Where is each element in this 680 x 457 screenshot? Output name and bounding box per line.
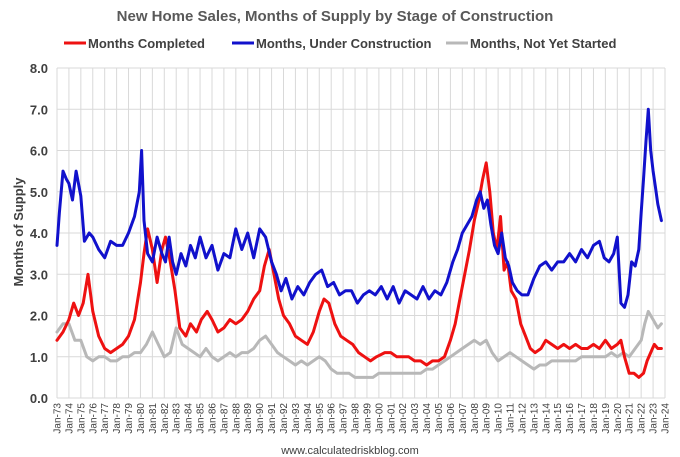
x-tick-label: Jan-21 xyxy=(625,403,636,434)
y-axis-label: Months of Supply xyxy=(11,177,26,287)
y-tick-label: 7.0 xyxy=(30,102,48,117)
legend-item-completed: Months Completed xyxy=(64,36,205,51)
y-tick-label: 8.0 xyxy=(30,61,48,76)
y-tick-label: 1.0 xyxy=(30,350,48,365)
x-tick-label: Jan-20 xyxy=(613,403,624,434)
x-tick-label: Jan-88 xyxy=(231,403,242,434)
legend-label-under-construction: Months, Under Construction xyxy=(256,36,432,51)
x-tick-label: Jan-87 xyxy=(219,403,230,434)
x-tick-label: Jan-97 xyxy=(339,403,350,434)
series-line-completed xyxy=(55,161,663,379)
x-tick-label: Jan-86 xyxy=(207,403,218,434)
x-tick-label: Jan-75 xyxy=(76,403,87,434)
x-tick-label: Jan-14 xyxy=(541,403,552,434)
x-tick-label: Jan-02 xyxy=(398,403,409,434)
x-tick-label: Jan-81 xyxy=(148,403,159,434)
x-tick-label: Jan-96 xyxy=(327,403,338,434)
series-lines xyxy=(55,107,663,379)
x-tick-label: Jan-94 xyxy=(303,403,314,434)
x-tick-label: Jan-10 xyxy=(494,403,505,434)
y-axis-ticks: 0.0 1.0 2.0 3.0 4.0 5.0 6.0 7.0 8.0 xyxy=(30,61,48,406)
x-tick-label: Jan-18 xyxy=(589,403,600,434)
y-tick-label: 3.0 xyxy=(30,267,48,282)
x-tick-label: Jan-23 xyxy=(649,403,660,434)
source-credit: www.calculatedriskblog.com xyxy=(280,445,419,457)
x-tick-label: Jan-22 xyxy=(637,403,648,434)
x-tick-label: Jan-13 xyxy=(529,403,540,434)
x-tick-label: Jan-73 xyxy=(53,403,64,434)
y-tick-label: 2.0 xyxy=(30,309,48,324)
x-tick-label: Jan-08 xyxy=(470,403,481,434)
x-tick-label: Jan-04 xyxy=(422,403,433,434)
x-tick-label: Jan-11 xyxy=(506,403,517,433)
x-tick-label: Jan-05 xyxy=(434,403,445,434)
x-tick-label: Jan-15 xyxy=(553,403,564,434)
y-tick-label: 4.0 xyxy=(30,226,48,241)
x-tick-label: Jan-00 xyxy=(374,403,385,434)
x-tick-label: Jan-01 xyxy=(386,403,397,434)
legend: Months Completed Months, Under Construct… xyxy=(64,36,616,51)
x-tick-label: Jan-95 xyxy=(315,403,326,434)
x-tick-label: Jan-83 xyxy=(172,403,183,434)
chart-title: New Home Sales, Months of Supply by Stag… xyxy=(117,8,554,25)
x-tick-label: Jan-77 xyxy=(100,403,111,434)
x-tick-label: Jan-19 xyxy=(601,403,612,434)
x-tick-label: Jan-16 xyxy=(565,403,576,434)
x-tick-label: Jan-91 xyxy=(267,403,278,434)
x-tick-label: Jan-07 xyxy=(458,403,469,434)
x-tick-label: Jan-74 xyxy=(64,403,75,434)
x-axis-ticks: Jan-73 Jan-74 Jan-75 Jan-76 Jan-77 Jan-78 Jan-… xyxy=(53,403,672,434)
x-tick-label: Jan-98 xyxy=(351,403,362,434)
legend-item-not-yet-started: Months, Not Yet Started xyxy=(446,36,616,51)
x-tick-label: Jan-24 xyxy=(661,403,672,434)
x-tick-label: Jan-82 xyxy=(160,403,171,434)
x-tick-label: Jan-90 xyxy=(255,403,266,434)
x-tick-label: Jan-84 xyxy=(184,403,195,434)
x-tick-label: Jan-78 xyxy=(112,403,123,434)
x-tick-label: Jan-80 xyxy=(136,403,147,434)
x-tick-label: Jan-76 xyxy=(88,403,99,434)
series-line-not-yet-started xyxy=(55,309,663,379)
y-tick-label: 6.0 xyxy=(30,144,48,159)
x-tick-label: Jan-99 xyxy=(362,403,373,434)
x-tick-label: Jan-06 xyxy=(446,403,457,434)
x-tick-label: Jan-17 xyxy=(577,403,588,434)
y-tick-label: 0.0 xyxy=(30,391,48,406)
legend-label-not-yet-started: Months, Not Yet Started xyxy=(470,36,616,51)
x-tick-label: Jan-09 xyxy=(482,403,493,434)
x-tick-label: Jan-79 xyxy=(124,403,135,434)
x-tick-label: Jan-93 xyxy=(291,403,302,434)
x-tick-label: Jan-89 xyxy=(243,403,254,434)
x-tick-label: Jan-85 xyxy=(196,403,207,434)
x-tick-label: Jan-12 xyxy=(517,403,528,434)
legend-item-under-construction: Months, Under Construction xyxy=(232,36,432,51)
y-tick-label: 5.0 xyxy=(30,185,48,200)
x-tick-label: Jan-03 xyxy=(410,403,421,434)
x-tick-label: Jan-92 xyxy=(279,403,290,434)
series-line-under-construction xyxy=(55,107,663,309)
legend-label-completed: Months Completed xyxy=(88,36,205,51)
